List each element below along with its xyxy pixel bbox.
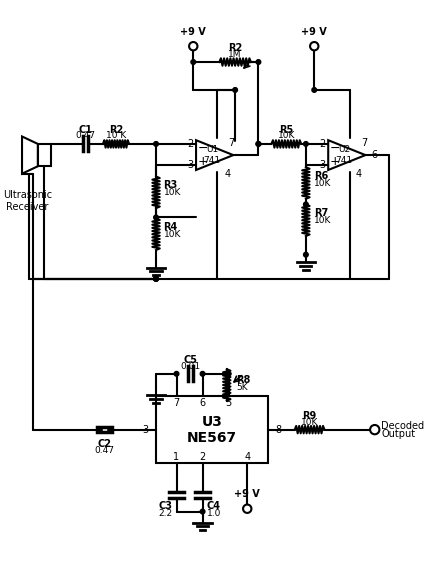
Text: 1M: 1M <box>228 50 242 59</box>
Circle shape <box>256 142 261 146</box>
Text: 3: 3 <box>187 160 193 170</box>
Circle shape <box>200 509 205 514</box>
Circle shape <box>200 371 205 376</box>
Circle shape <box>154 277 158 281</box>
Text: −: − <box>197 142 208 155</box>
Text: 2: 2 <box>200 451 206 462</box>
Circle shape <box>154 215 158 220</box>
Circle shape <box>312 88 316 92</box>
Text: 10 K: 10 K <box>106 131 126 140</box>
Text: +9 V: +9 V <box>181 27 206 37</box>
Text: R7: R7 <box>314 208 329 218</box>
Text: C2: C2 <box>98 439 112 449</box>
Text: 0.47: 0.47 <box>75 131 95 140</box>
Text: 8: 8 <box>275 425 281 435</box>
Text: Ultrasonic
Receiver: Ultrasonic Receiver <box>3 191 52 212</box>
Circle shape <box>174 371 179 376</box>
Text: 0.47: 0.47 <box>95 446 115 454</box>
Text: C4: C4 <box>207 501 221 511</box>
Text: +: + <box>329 155 340 168</box>
Bar <box>38 144 51 166</box>
Text: C1: C1 <box>78 125 92 135</box>
Text: U2
741: U2 741 <box>335 145 353 165</box>
Text: 6: 6 <box>200 397 206 408</box>
Text: +9 V: +9 V <box>234 489 260 500</box>
Text: 10K: 10K <box>163 229 181 239</box>
Circle shape <box>304 142 308 146</box>
Circle shape <box>191 60 196 64</box>
Text: 10K: 10K <box>314 178 332 188</box>
Text: 3: 3 <box>142 425 149 435</box>
Text: 7: 7 <box>361 138 367 148</box>
Text: 5K: 5K <box>236 383 248 392</box>
Text: 1.0: 1.0 <box>206 509 221 518</box>
Text: R2: R2 <box>109 125 123 135</box>
Circle shape <box>226 371 231 376</box>
Text: 6: 6 <box>371 150 377 160</box>
Text: R4: R4 <box>163 222 178 232</box>
Text: 10K: 10K <box>278 131 295 140</box>
Text: 10K: 10K <box>314 216 332 225</box>
Text: 10K: 10K <box>163 188 181 197</box>
Text: 2.2: 2.2 <box>158 509 172 518</box>
Text: 7: 7 <box>173 397 180 408</box>
Text: Output: Output <box>381 429 415 439</box>
Text: 4: 4 <box>355 168 361 179</box>
Text: R2: R2 <box>228 43 242 53</box>
Text: 2: 2 <box>319 139 326 149</box>
Text: R5: R5 <box>279 125 293 135</box>
Circle shape <box>224 371 229 376</box>
Text: 0.01: 0.01 <box>181 362 200 371</box>
Text: C5: C5 <box>184 355 197 365</box>
Text: 1: 1 <box>173 451 180 462</box>
Text: 3: 3 <box>319 160 326 170</box>
Text: 2: 2 <box>187 139 193 149</box>
Text: 7: 7 <box>229 138 235 148</box>
Text: R6: R6 <box>314 171 329 181</box>
Bar <box>156 396 268 463</box>
Text: Decoded: Decoded <box>381 421 424 431</box>
Text: R8: R8 <box>236 375 250 385</box>
Text: 4: 4 <box>225 168 231 179</box>
Circle shape <box>154 277 158 281</box>
Circle shape <box>256 60 261 64</box>
Text: C3: C3 <box>158 501 172 511</box>
Text: −: − <box>329 142 340 155</box>
Text: U3
NE567: U3 NE567 <box>187 414 237 444</box>
Text: 10K: 10K <box>301 418 318 426</box>
Circle shape <box>233 88 237 92</box>
Circle shape <box>256 142 261 146</box>
Text: R3: R3 <box>163 180 178 190</box>
Circle shape <box>154 277 158 281</box>
Circle shape <box>304 202 308 207</box>
Text: R9: R9 <box>302 411 317 421</box>
Text: 5: 5 <box>225 397 232 408</box>
Text: 4: 4 <box>244 451 250 462</box>
Circle shape <box>154 142 158 146</box>
Text: +9 V: +9 V <box>301 27 327 37</box>
Circle shape <box>304 252 308 257</box>
Text: U1
741: U1 741 <box>203 145 221 165</box>
Text: +: + <box>197 155 208 168</box>
